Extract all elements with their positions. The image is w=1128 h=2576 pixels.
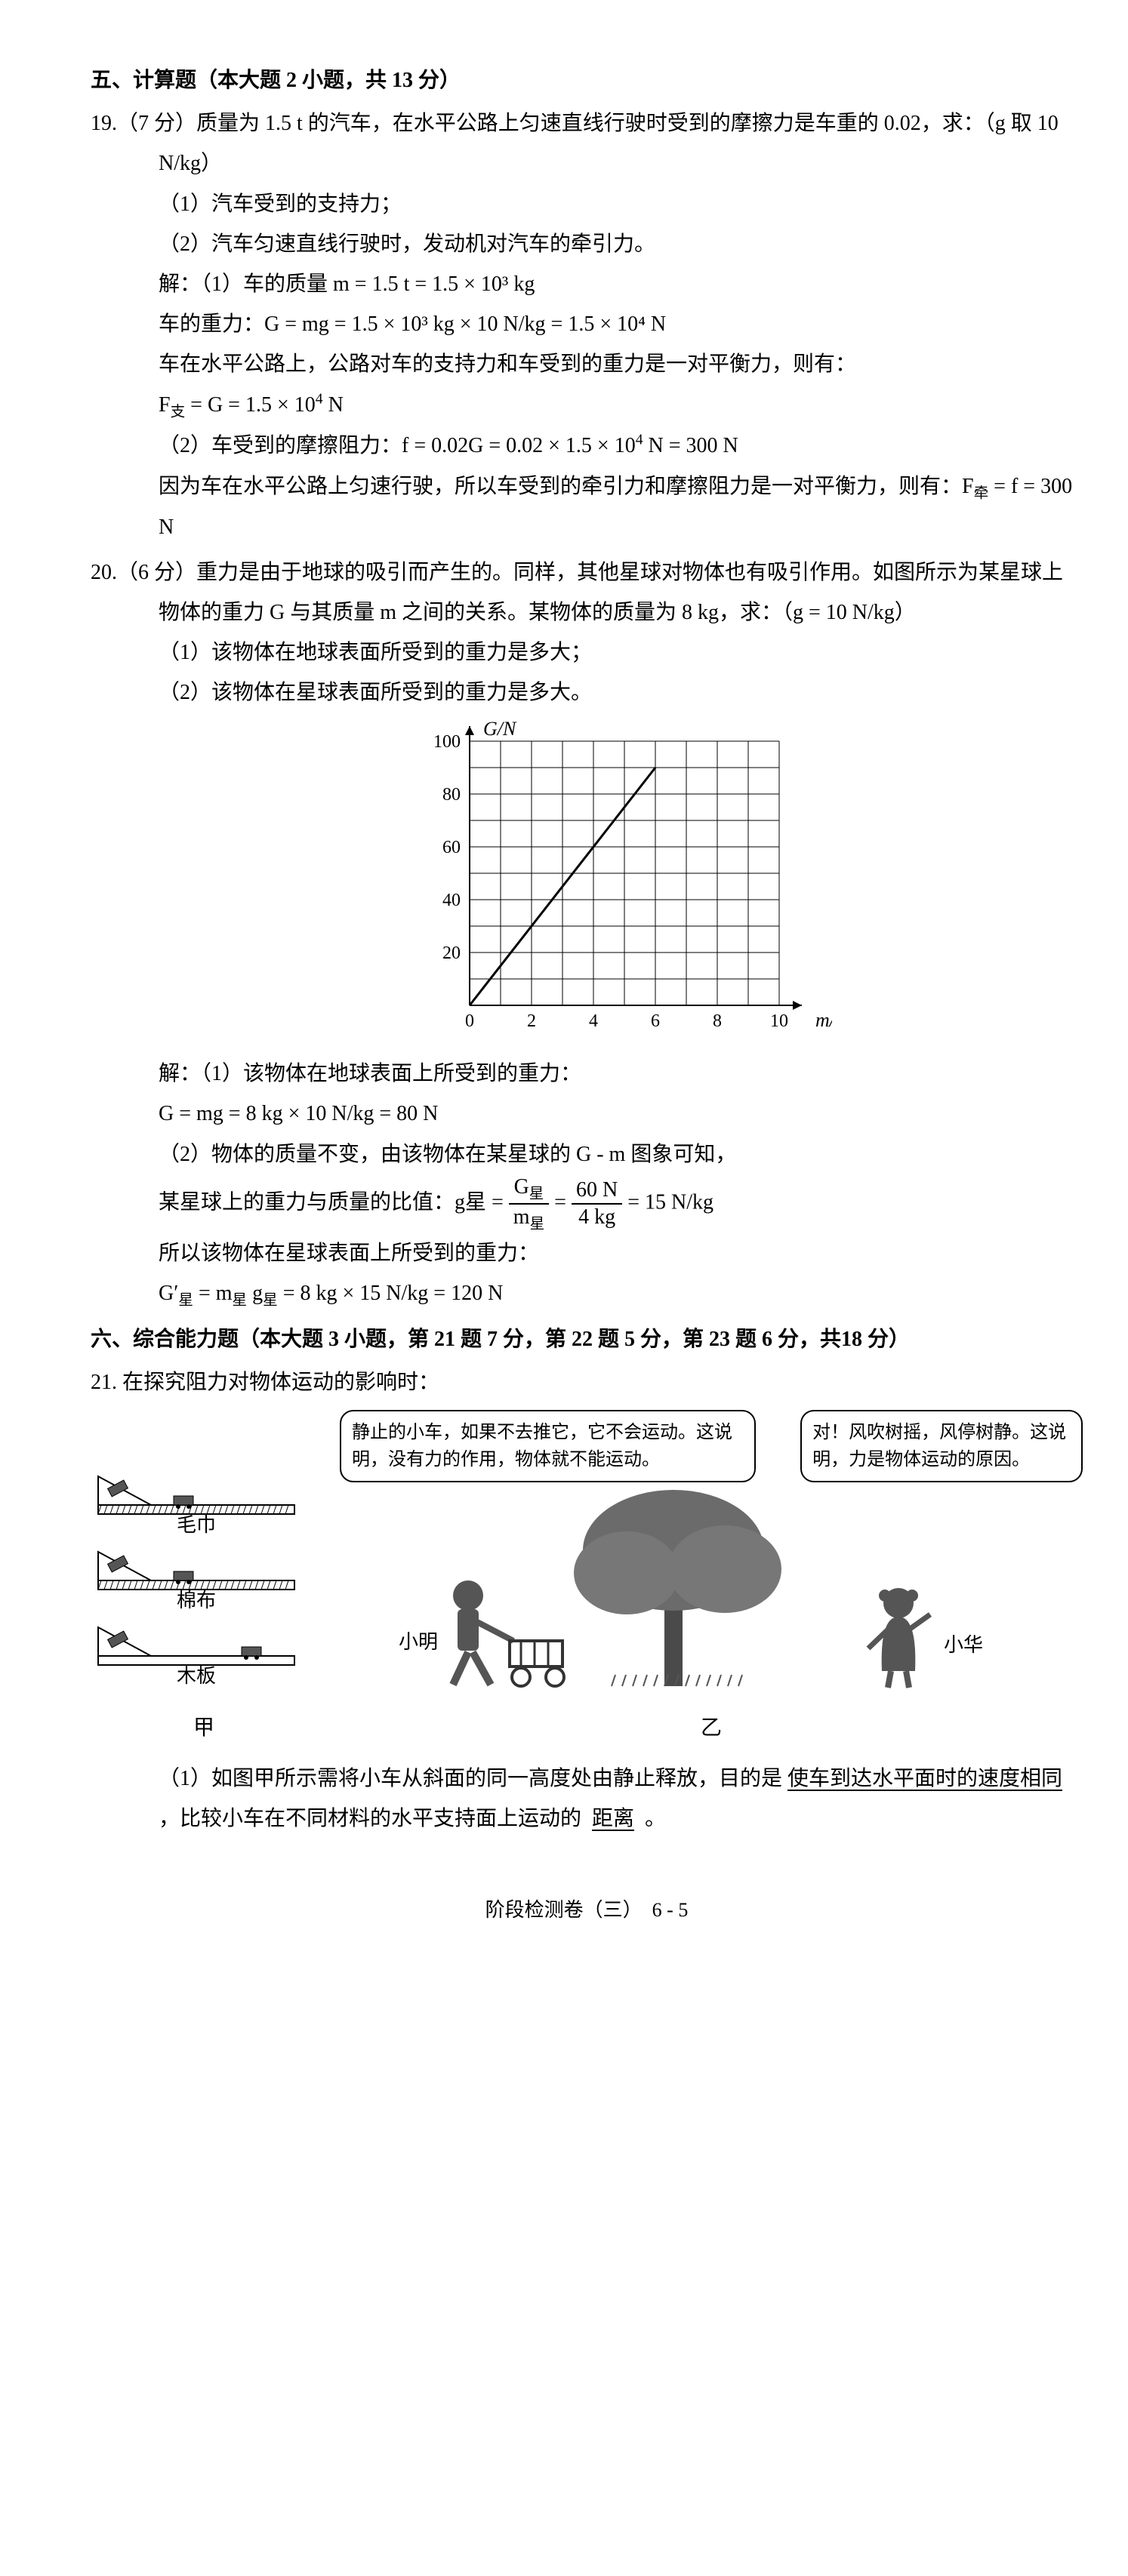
svg-text:木板: 木板 <box>177 1665 216 1687</box>
svg-text:20: 20 <box>442 943 461 963</box>
q21-p1: （1）如图甲所示需将小车从斜面的同一高度处由静止释放，目的是 使车到达水平面时的… <box>159 1759 1083 1839</box>
q21-figure-left: 毛巾棉布木板 甲 <box>91 1452 317 1747</box>
q19-p1: （1）汽车受到的支持力； <box>159 184 1083 224</box>
q19-a4: F支 = G = 1.5 × 104 N <box>159 385 1083 426</box>
q21-p1-text-e: 。 <box>645 1807 666 1830</box>
q19-a2: 车的重力：G = mg = 1.5 × 10³ kg × 10 N/kg = 1… <box>159 304 1083 344</box>
q21-p1-blank2: 距离 <box>592 1807 634 1830</box>
svg-text:100: 100 <box>433 732 461 752</box>
svg-text:60: 60 <box>442 838 461 857</box>
svg-text:小华: 小华 <box>944 1634 983 1656</box>
svg-text:8: 8 <box>713 1011 722 1031</box>
q20-a2: G = mg = 8 kg × 10 N/kg = 80 N <box>159 1094 1083 1134</box>
q20-a3: （2）物体的质量不变，由该物体在某星球的 G - m 图象可知， <box>159 1134 1083 1174</box>
question-20: 20.（6 分）重力是由于地球的吸引而产生的。同样，其他星球对物体也有吸引作用。… <box>91 552 1083 1316</box>
q20-a6: G′星 = m星 g星 = 8 kg × 15 N/kg = 120 N <box>159 1273 1083 1315</box>
q20-a5: 所以该物体在星球表面上所受到的重力： <box>159 1233 1083 1273</box>
svg-text:小明: 小明 <box>399 1631 438 1653</box>
q19-a5: （2）车受到的摩擦阻力：f = 0.02G = 0.02 × 1.5 × 104… <box>159 426 1083 466</box>
svg-text:80: 80 <box>442 785 461 805</box>
svg-text:40: 40 <box>442 891 461 910</box>
svg-text:G/N: G/N <box>483 719 517 740</box>
q21-p1-text-c: ，比较小车在不同材料的水平支持面上运动的 <box>159 1807 581 1830</box>
section5-title: 五、计算题（本大题 2 小题，共 13 分） <box>91 60 1083 100</box>
q19-a3: 车在水平公路上，公路对车的支持力和车受到的重力是一对平衡力，则有： <box>159 344 1083 384</box>
q19-p2: （2）汽车匀速直线行驶时，发动机对汽车的牵引力。 <box>159 224 1083 264</box>
q21-figure-right: 静止的小车，如果不去推它，它不会运动。这说明，没有力的作用，物体就不能运动。 对… <box>340 1410 1083 1747</box>
q19-a1: 解：（1）车的质量 m = 1.5 t = 1.5 × 10³ kg <box>159 264 1083 304</box>
q20-a1: 解：（1）该物体在地球表面上所受到的重力： <box>159 1054 1083 1094</box>
q20-a4: 某星球上的重力与质量的比值：g星 = G星m星 = 60 N4 kg = 15 … <box>159 1174 1083 1233</box>
svg-text:4: 4 <box>589 1011 598 1031</box>
q21-p1-text-a: （1）如图甲所示需将小车从斜面的同一高度处由静止释放，目的是 <box>159 1767 782 1790</box>
svg-text:棉布: 棉布 <box>177 1590 216 1611</box>
speech-bubble-1: 静止的小车，如果不去推它，它不会运动。这说明，没有力的作用，物体就不能运动。 <box>340 1410 756 1482</box>
q21-caption-left: 甲 <box>91 1708 317 1748</box>
q21-caption-right: 乙 <box>340 1708 1083 1748</box>
q21-p1-blank1: 使车到达水平面时的速度相同 <box>787 1767 1062 1790</box>
page-footer: 阶段检测卷（三） 6 - 5 <box>91 1891 1083 1928</box>
svg-text:2: 2 <box>527 1011 536 1031</box>
question-21: 21. 在探究阻力对物体运动的影响时： 毛巾棉布木板 甲 静止的小车，如果不去推… <box>91 1362 1083 1839</box>
q20-p1: （1）该物体在地球表面所受到的重力是多大； <box>159 632 1083 672</box>
q19-a6: 因为车在水平公路上匀速行驶，所以车受到的牵引力和摩擦阻力是一对平衡力，则有：F牵… <box>159 466 1083 548</box>
q20-p2: （2）该物体在星球表面所受到的重力是多大。 <box>159 672 1083 712</box>
svg-text:毛巾: 毛巾 <box>177 1514 216 1536</box>
svg-text:10: 10 <box>770 1011 788 1031</box>
q20-chart: 0 2 4 6 8 10 20 40 60 80 100 m/kg G/N <box>159 719 1083 1043</box>
question-19: 19.（7 分）质量为 1.5 t 的汽车，在水平公路上匀速直线行驶时受到的摩擦… <box>91 103 1083 547</box>
q21-header: 21. 在探究阻力对物体运动的影响时： <box>91 1362 1083 1402</box>
q20-header: 20.（6 分）重力是由于地球的吸引而产生的。同样，其他星球对物体也有吸引作用。… <box>91 552 1083 632</box>
svg-text:0: 0 <box>465 1011 474 1031</box>
q19-header: 19.（7 分）质量为 1.5 t 的汽车，在水平公路上匀速直线行驶时受到的摩擦… <box>91 103 1083 183</box>
svg-text:m/kg: m/kg <box>815 1009 832 1031</box>
speech-bubble-2: 对！风吹树摇，风停树静。这说明，力是物体运动的原因。 <box>800 1410 1083 1482</box>
svg-text:6: 6 <box>651 1011 660 1031</box>
section6-title: 六、综合能力题（本大题 3 小题，第 21 题 7 分，第 22 题 5 分，第… <box>91 1319 1083 1359</box>
